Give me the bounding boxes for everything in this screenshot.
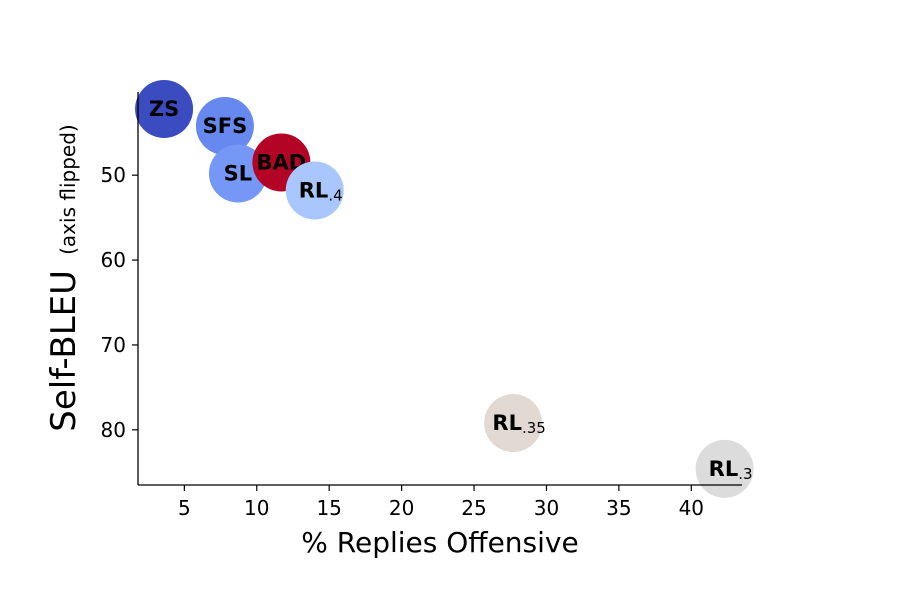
point-label: RL.3 <box>709 457 753 483</box>
y-tick-label: 70 <box>101 333 126 357</box>
x-tick-label: 40 <box>679 496 704 520</box>
x-tick-label: 10 <box>244 496 269 520</box>
data-point <box>195 96 254 155</box>
y-tick-label: 50 <box>101 163 126 187</box>
y-tick-label: 60 <box>101 248 126 272</box>
point-label-sub: .3 <box>738 465 752 483</box>
point-label: SFS <box>203 114 248 138</box>
point-label-main: RL <box>492 411 522 435</box>
point-label-main: SL <box>224 161 253 185</box>
data-point <box>208 144 267 203</box>
x-tick-label: 15 <box>316 496 341 520</box>
point-label-sub: .4 <box>328 186 342 204</box>
data-point <box>285 161 344 220</box>
x-tick-label: 25 <box>461 496 486 520</box>
point-group: ZS <box>135 79 194 138</box>
y-axis-title: Self-BLEU (axis flipped) <box>44 124 84 431</box>
point-label-sub: .35 <box>522 419 546 437</box>
point-label-main: SFS <box>203 114 248 138</box>
point-label: SL <box>224 161 253 185</box>
x-tick-label: 20 <box>389 496 414 520</box>
ticks-layer: 5 10 15 20 25 30 35 40 50 60 70 80 <box>101 163 704 520</box>
y-tick-label: 80 <box>101 418 126 442</box>
point-label-main: RL <box>709 457 739 481</box>
point-label: RL.4 <box>299 178 343 204</box>
x-tick-label: 5 <box>178 496 191 520</box>
point-label: RL.35 <box>492 411 545 437</box>
y-axis-title-main: Self-BLEU <box>44 270 84 432</box>
point-group: RL.3 <box>695 439 754 498</box>
point-label-main: RL <box>299 178 329 202</box>
x-axis-title: % Replies Offensive <box>301 526 578 559</box>
y-axis-title-note: (axis flipped) <box>56 124 80 255</box>
axes-layer <box>137 92 742 486</box>
data-point <box>695 439 754 498</box>
point-group: SL <box>208 144 267 203</box>
data-point <box>135 79 194 138</box>
point-group: RL.4 <box>285 161 344 220</box>
x-tick-label: 30 <box>534 496 559 520</box>
data-point <box>484 394 543 453</box>
x-tick-label: 35 <box>606 496 631 520</box>
point-label: ZS <box>149 97 179 121</box>
point-group: RL.35 <box>484 394 546 453</box>
point-group: SFS <box>195 96 254 155</box>
point-label-main: ZS <box>149 97 179 121</box>
